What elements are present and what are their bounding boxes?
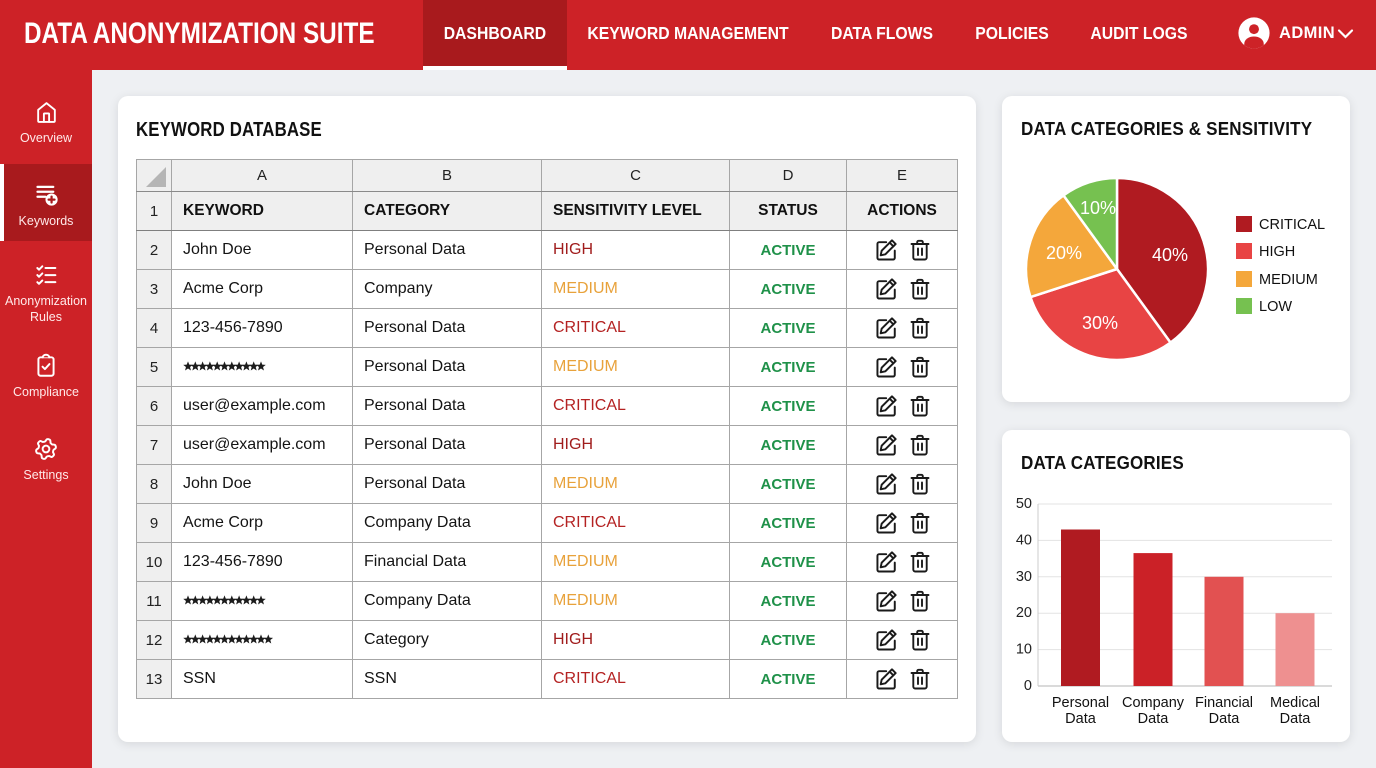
svg-text:20: 20 <box>1016 605 1032 621</box>
svg-text:0: 0 <box>1024 678 1032 694</box>
svg-text:50: 50 <box>1016 496 1032 512</box>
svg-text:Medical: Medical <box>1270 695 1320 711</box>
svg-text:Company: Company <box>1122 695 1185 711</box>
svg-text:Financial: Financial <box>1195 695 1253 711</box>
svg-text:20%: 20% <box>1046 243 1082 263</box>
svg-text:Personal: Personal <box>1052 695 1109 711</box>
svg-text:Data: Data <box>1209 711 1241 727</box>
svg-text:10: 10 <box>1016 642 1032 658</box>
svg-text:Data: Data <box>1280 711 1312 727</box>
svg-text:Data: Data <box>1138 711 1170 727</box>
svg-text:10%: 10% <box>1080 198 1116 218</box>
svg-text:40%: 40% <box>1152 245 1188 265</box>
svg-text:30: 30 <box>1016 569 1032 585</box>
svg-text:40: 40 <box>1016 532 1032 548</box>
svg-text:Data: Data <box>1065 711 1097 727</box>
svg-text:30%: 30% <box>1082 313 1118 333</box>
